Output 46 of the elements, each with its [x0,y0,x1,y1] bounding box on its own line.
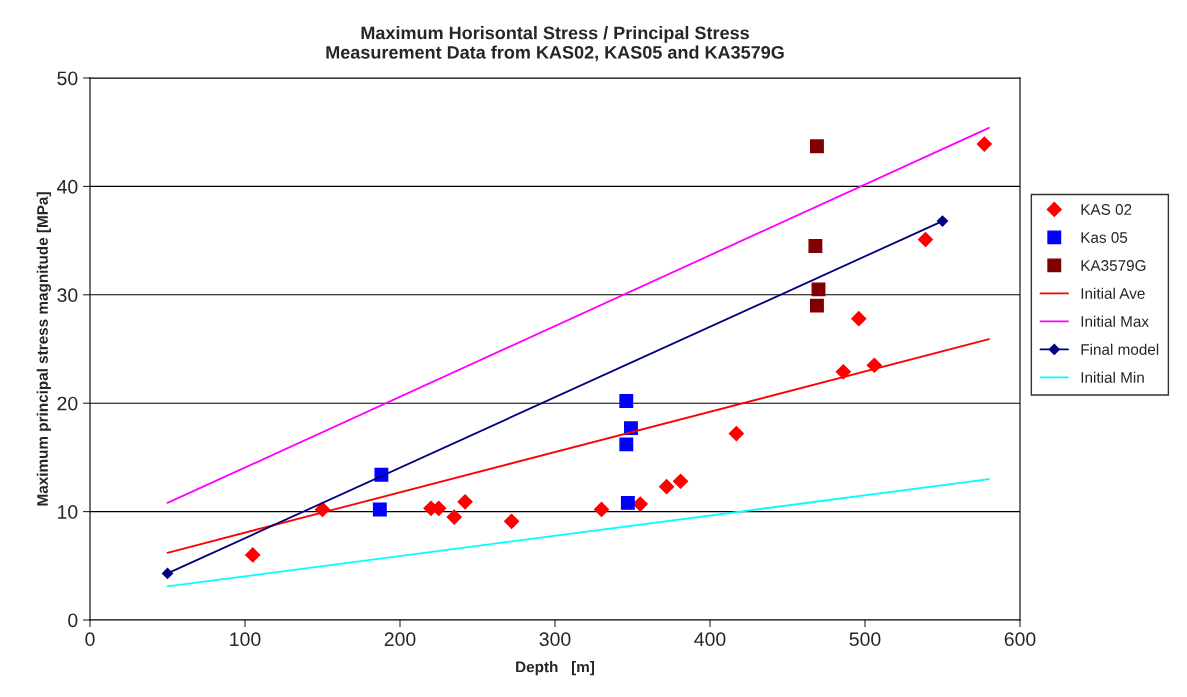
x-tick-label: 100 [230,632,261,647]
legend-label: Initial Ave [1081,287,1145,299]
y-tick-label: 10 [58,505,78,519]
point [161,567,174,579]
legend-label: KA3579G [1081,260,1146,271]
x-axis-title: Depth [m] [516,661,595,676]
y-axis-title: Maximum principal stress magnitude [MPa] [36,192,52,506]
y-tick-label: 50 [57,71,78,86]
point [917,231,934,248]
point [976,136,992,152]
point [619,394,634,408]
legend-label: Kas 05 [1081,232,1128,243]
x-tick-label: 400 [694,632,726,647]
point [457,494,473,510]
point [632,496,648,512]
point [851,311,867,327]
point [728,425,744,442]
point [936,215,949,227]
chart-title: Maximum Horisontal Stress / Principal Stress Measurement Data from KAS02, KAS05 and KA3579G [326,26,784,62]
x-tick-label: 500 [849,632,881,647]
point [810,139,824,154]
point [810,298,824,313]
legend-label: Initial Min [1081,371,1144,383]
point [593,501,610,518]
y-tick-label: 30 [57,288,78,303]
x-tick-label: 200 [384,632,416,647]
point [504,513,520,529]
point [835,364,851,380]
point [372,502,387,517]
point [808,239,823,253]
y-tick-label: 0 [68,613,78,628]
point [672,473,689,489]
legend-label: KAS 02 [1081,204,1132,215]
point [620,495,635,510]
legend-label: Initial Max [1081,315,1149,327]
legend-label: Final model [1081,343,1159,355]
point [446,509,462,525]
point [659,479,675,495]
y-tick-label: 40 [57,179,78,194]
point [245,547,261,563]
point [811,282,826,297]
x-tick-label: 600 [1004,632,1036,647]
x-tick-label: 0 [85,632,95,647]
y-tick-label: 20 [57,396,78,411]
x-tick-label: 300 [539,632,571,647]
point [619,437,634,452]
